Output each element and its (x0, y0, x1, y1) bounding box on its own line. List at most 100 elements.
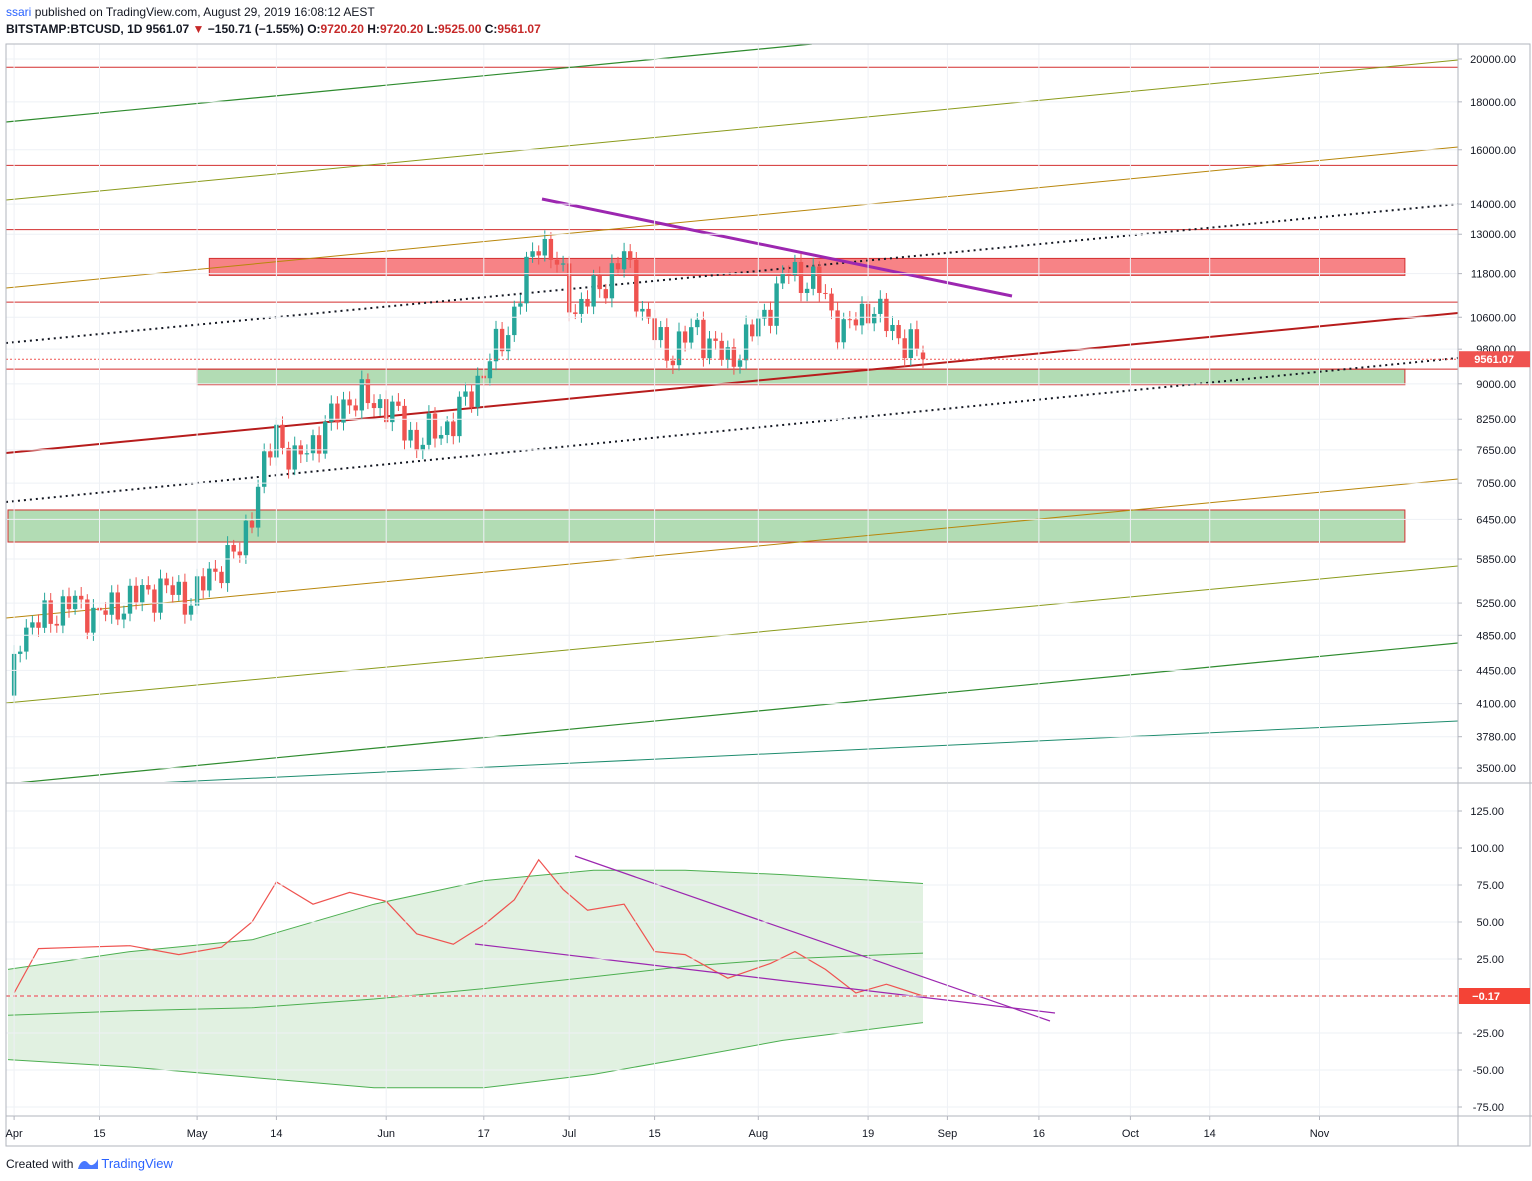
candle-body (591, 275, 596, 307)
candle (902, 329, 907, 367)
candle-body (896, 324, 901, 339)
candle (377, 394, 383, 416)
candle-body (48, 600, 53, 624)
candle-body (115, 592, 120, 620)
time-axis-label: Sep (938, 1128, 958, 1140)
osc-axis-label: 100.00 (1470, 843, 1504, 855)
candle-body (182, 581, 188, 615)
candle-body (676, 331, 682, 366)
candle (493, 320, 499, 371)
candle-body (780, 273, 785, 284)
candle (585, 290, 590, 314)
candle-body (646, 308, 651, 319)
candle-body (664, 327, 669, 361)
candle-body (420, 444, 425, 451)
candle-body (560, 263, 566, 265)
time-axis: Apr 15 May 14 Jun 17 Jul 15 Aug 19 Sep 16 Oct 14 Nov (6, 1116, 1330, 1140)
candle (689, 318, 694, 350)
trend-line (20, 642, 1458, 782)
candle-body (878, 298, 883, 314)
candle (835, 301, 840, 350)
candle (646, 301, 651, 324)
candle-body (768, 309, 773, 326)
candle-body (835, 310, 840, 343)
candle-body (542, 238, 547, 256)
candle-body (695, 319, 700, 328)
candle (841, 312, 846, 350)
candle (872, 307, 877, 332)
price-axis-label: 7050.00 (1476, 478, 1516, 490)
osc-axis-label: -50.00 (1473, 1065, 1504, 1077)
candle-body (902, 338, 907, 359)
candle (316, 426, 322, 463)
candle-body (18, 651, 23, 654)
candle (634, 251, 639, 318)
price-plot (6, 44, 1458, 782)
candle (548, 232, 554, 269)
candle-body (597, 275, 602, 290)
candle-body (750, 324, 755, 337)
down-arrow-icon: ▼ (192, 22, 205, 36)
candle (225, 536, 230, 592)
candle-body (707, 338, 712, 359)
candle-body (152, 589, 157, 613)
candle-body (414, 429, 419, 451)
time-axis-label: 16 (1033, 1128, 1045, 1140)
candle (255, 479, 261, 537)
candle (426, 405, 432, 451)
candle (737, 354, 743, 374)
candle-body (255, 486, 261, 528)
candle-body (24, 627, 29, 652)
candle (54, 615, 59, 633)
candle-body (347, 399, 352, 406)
candle (304, 444, 310, 462)
candle (542, 230, 547, 262)
candle (658, 320, 663, 348)
candle (621, 242, 627, 278)
candle-body (499, 328, 505, 352)
price-axis: 20000.00 18000.00 16000.00 14000.00 13000.00… (1458, 54, 1530, 775)
candle (85, 594, 90, 640)
candle (750, 319, 755, 342)
candle (347, 391, 352, 414)
candle (707, 331, 712, 365)
candle (365, 373, 371, 410)
candle-body (390, 401, 395, 423)
candle-body (60, 596, 66, 626)
candle-body (426, 413, 432, 445)
tradingview-brand[interactable]: TradingView (101, 1156, 173, 1171)
candle (853, 312, 859, 331)
support-zone (7, 509, 1406, 543)
candle (164, 572, 169, 594)
grid (6, 44, 1458, 1115)
candle (731, 338, 737, 375)
candle-body (231, 545, 236, 552)
candle (329, 395, 334, 431)
candle-body (225, 545, 230, 584)
candle (396, 393, 401, 412)
purple-trend-line (541, 197, 1013, 298)
candle (670, 355, 676, 375)
author-link[interactable]: ssari (6, 5, 32, 19)
candle-body (79, 595, 84, 600)
candle-body (823, 292, 828, 294)
candle-body (316, 435, 322, 454)
osc-last-value-label: −0.17 (1472, 991, 1500, 1003)
candle-body (579, 298, 584, 314)
candle-body (36, 622, 41, 628)
candle (591, 269, 596, 315)
candle-body (42, 600, 47, 628)
candle-body (743, 324, 749, 361)
candle (487, 353, 493, 386)
created-with-text: Created with (6, 1156, 74, 1171)
candle (817, 261, 822, 302)
candle (30, 615, 35, 635)
candle (286, 441, 291, 479)
candle-body (243, 520, 249, 556)
candle-body (487, 361, 493, 379)
candle (335, 396, 340, 430)
candle-body (817, 266, 822, 293)
candle (18, 645, 23, 663)
candle-body (72, 595, 78, 610)
